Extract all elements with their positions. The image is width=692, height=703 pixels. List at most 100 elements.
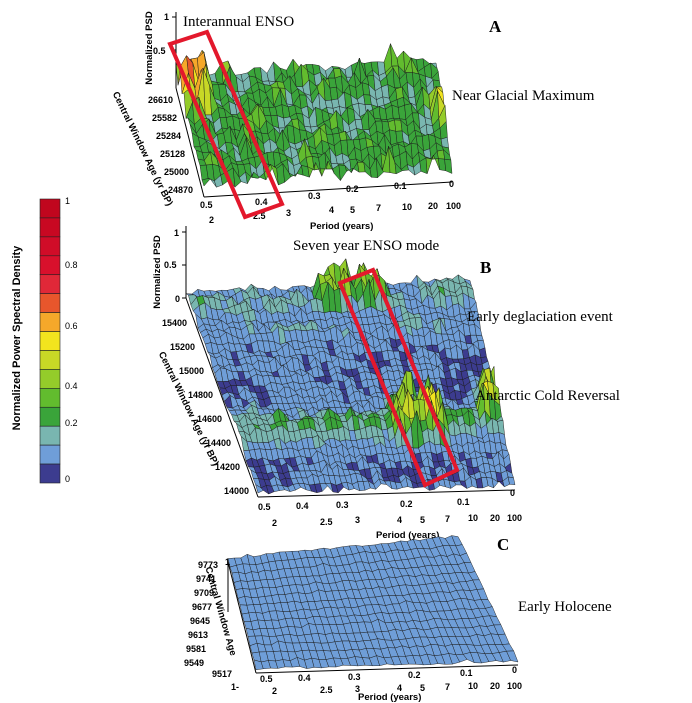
colorbar-cell (39, 388, 61, 408)
colorbar-cell (39, 350, 61, 370)
x-freq-c-0.4: 0.4 (298, 673, 311, 683)
y-tick-b-15200: 15200 (170, 342, 195, 352)
x-freq-b-0.5: 0.5 (258, 502, 271, 512)
colorbar-cell (39, 406, 61, 427)
colorbar-label-1: 1 (65, 196, 70, 206)
surface-cell (507, 476, 516, 485)
x-period-b-20: 20 (490, 513, 500, 523)
y-tick-c-9741: 9741 (196, 574, 216, 584)
panel-letter-c: C (497, 535, 509, 554)
colorbar-cell (39, 331, 61, 351)
y-tick-c-9581: 9581 (186, 644, 206, 654)
y-tick-c-9613: 9613 (188, 630, 208, 640)
surface-b (185, 258, 516, 495)
x-period-c-100: 100 (507, 681, 522, 691)
colorbar-cell (39, 217, 61, 238)
surface-cell (390, 43, 399, 67)
surface-cell (440, 136, 449, 149)
x-period-c-5: 5 (420, 683, 425, 693)
annotation-interannual-enso: Interannual ENSO (183, 14, 294, 30)
x-freq-a-0.5: 0.5 (200, 200, 213, 210)
x-freq-b-0.1: 0.1 (457, 497, 470, 507)
y-axis-c (227, 561, 257, 674)
y-tick-b-14800: 14800 (188, 390, 213, 400)
highlight-box-interannual-enso (167, 29, 285, 220)
x-period-b-3: 3 (355, 515, 360, 525)
colorbar-label-0.2: 0.2 (65, 418, 78, 428)
x-freq-a-0.2: 0.2 (346, 184, 359, 194)
z-tick-label-a-1: 1 (164, 12, 169, 22)
x-freq-b-0.4: 0.4 (296, 501, 309, 511)
x-period-c-2: 2 (272, 686, 277, 696)
x-period-c-20: 20 (490, 681, 500, 691)
x-freq-c-0.2: 0.2 (408, 670, 421, 680)
x-period-b-4: 4 (397, 515, 402, 525)
colorbar-cell (39, 425, 61, 446)
y-tick-c-9709: 9709 (194, 588, 214, 598)
x-period-b-7: 7 (445, 514, 450, 524)
x-period-c-4: 4 (397, 683, 402, 693)
x-period-a-100: 100 (446, 201, 461, 211)
colorbar-label-0.6: 0.6 (65, 321, 78, 331)
colorbar-cell (39, 293, 61, 313)
x-freq-c-0.5: 0.5 (260, 674, 273, 684)
colorbar-cell (39, 236, 61, 257)
x-period-a-5: 5 (350, 205, 355, 215)
panel-c: 1 1- Central Window Age 9773 9741 9709 9… (184, 535, 612, 703)
y-axis-b (185, 297, 259, 498)
x-period-a-2.5: 2.5 (253, 211, 266, 221)
colorbar-label-0: 0 (65, 474, 70, 484)
x-freq-b-0: 0 (510, 488, 515, 498)
y-axis-a (175, 87, 205, 198)
x-axis-c (255, 664, 519, 674)
x-period-b-100: 100 (507, 513, 522, 523)
x-freq-a-0: 0 (449, 179, 454, 189)
colorbar-label-0.8: 0.8 (65, 260, 78, 270)
colorbar-cells (39, 198, 61, 484)
x-axis-title-b: Period (years) (376, 530, 439, 541)
y-tick-c-9517: 9517 (212, 669, 232, 679)
x-period-a-7: 7 (376, 203, 381, 213)
z-axis-title-b: Normalized PSD (152, 235, 163, 309)
x-freq-a-0.3: 0.3 (308, 191, 321, 201)
y-tick-b-14600: 14600 (197, 414, 222, 424)
y-tick-a-25000: 25000 (164, 167, 189, 177)
panel-letter-a: A (489, 17, 502, 36)
x-freq-a-0.1: 0.1 (394, 181, 407, 191)
y-tick-c-9645: 9645 (190, 616, 210, 626)
colorbar-label-0.4: 0.4 (65, 381, 78, 391)
x-period-a-10: 10 (402, 202, 412, 212)
annotation-antarctic-cold-reversal: Antarctic Cold Reversal (475, 388, 620, 404)
x-period-b-5: 5 (420, 515, 425, 525)
x-period-a-3: 3 (286, 208, 291, 218)
annotation-near-glacial-maximum: Near Glacial Maximum (452, 88, 595, 104)
x-freq-a-0.4: 0.4 (255, 197, 268, 207)
x-freq-b-0.2: 0.2 (400, 499, 413, 509)
z-tick-label-c-1: 1 (225, 557, 230, 567)
y-tick-b-15400: 15400 (162, 318, 187, 328)
y-tick-a-24870: 24870 (168, 185, 193, 195)
x-axis-title-c: Period (years) (358, 692, 421, 703)
x-period-a-4: 4 (329, 205, 334, 215)
y-tick-b-14400: 14400 (206, 438, 231, 448)
y-tick-c-9549: 9549 (184, 658, 204, 668)
panel-letter-b: B (480, 258, 491, 277)
colorbar-cell (39, 198, 61, 219)
annotation-early-deglaciation: Early deglaciation event (467, 309, 614, 325)
x-period-c-10: 10 (468, 681, 478, 691)
colorbar-title: Normalized Power Spectral Density (11, 245, 23, 430)
annotation-early-holocene: Early Holocene (518, 599, 612, 615)
highlight-box-seven-year-enso (337, 267, 460, 488)
surface-c (227, 535, 519, 671)
y-tick-b-15000: 15000 (179, 366, 204, 376)
y-tick-c-9677: 9677 (192, 602, 212, 612)
x-period-a-20: 20 (428, 201, 438, 211)
z-tick-label-b-0.5: 0.5 (164, 260, 177, 270)
x-freq-c-0: 0 (512, 665, 517, 675)
y-tick-a-26610: 26610 (148, 95, 173, 105)
x-freq-c-0.3: 0.3 (348, 672, 361, 682)
surface-cell (444, 158, 453, 174)
x-period-c-3: 3 (355, 684, 360, 694)
z-tick-label-b-1: 1 (174, 228, 179, 238)
